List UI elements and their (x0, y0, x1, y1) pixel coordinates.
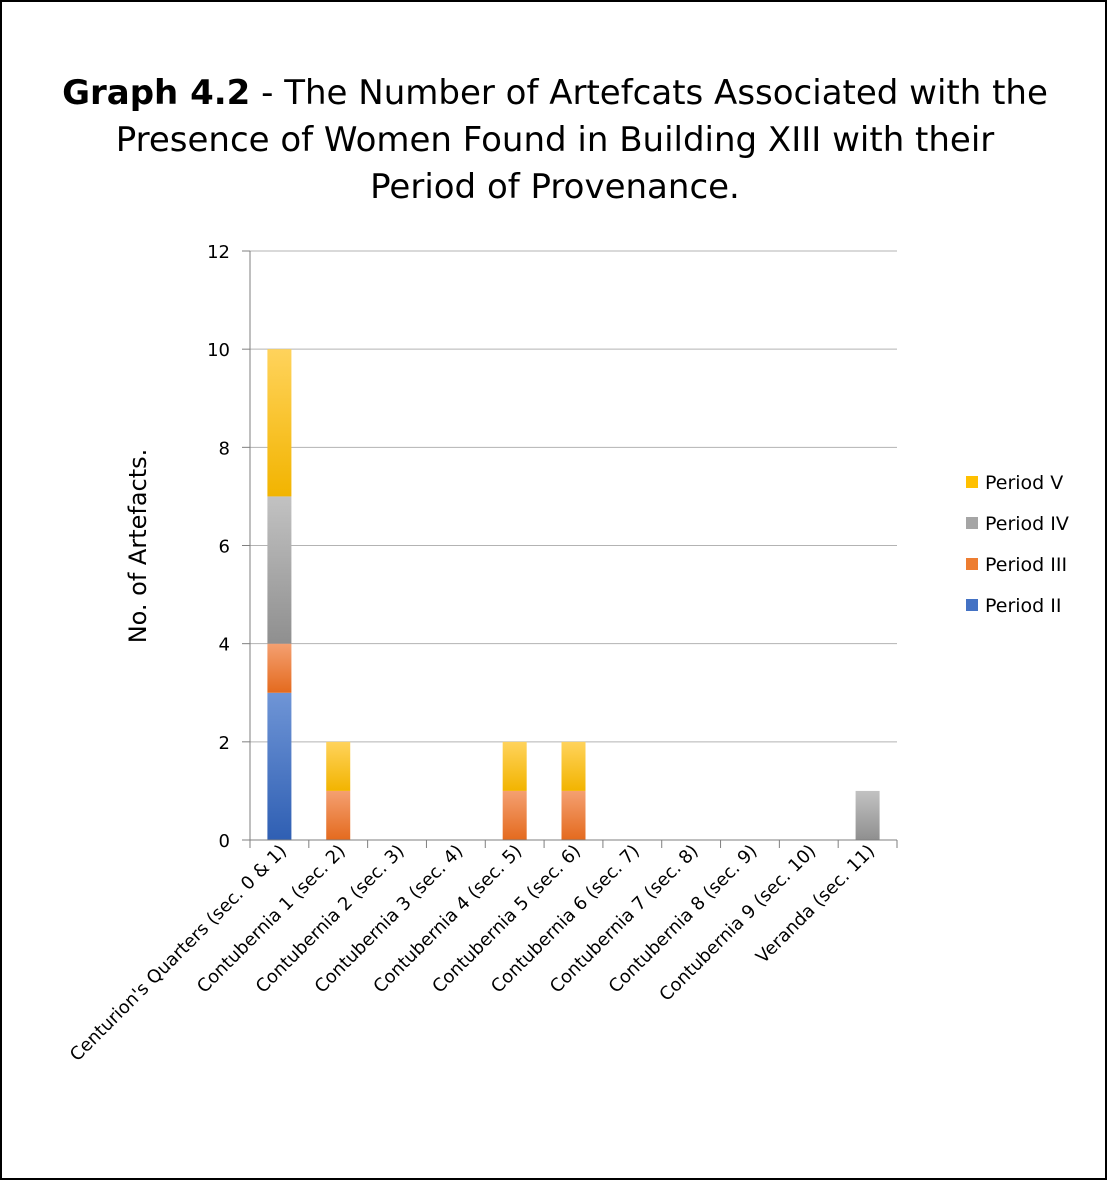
y-axis-label: No. of Artefacts. (124, 449, 152, 644)
bar-segment-period-iii (561, 790, 586, 840)
bar-segment-period-iii (326, 790, 351, 840)
legend-label: Period V (985, 472, 1063, 494)
legend-swatch (966, 517, 978, 529)
bar-segment-period-iv (855, 790, 880, 840)
bar-segment-period-v (267, 349, 292, 497)
bar-segment-period-v (326, 741, 351, 791)
bar-segment-period-ii (267, 692, 292, 840)
x-tick-label: Centurion's Quarters (sec. 0 & 1) (66, 841, 291, 1066)
chart-title-bold: Graph 4.2 (62, 73, 251, 113)
axes-group: 0 2 4 6 8 10 12 Centurion's Quarters (sec. 0 & … (66, 242, 898, 1066)
bar-segment-period-iv (267, 496, 292, 644)
y-tick-label: 8 (219, 438, 230, 459)
chart-title-text: - The Number of Artefcats Associated wit… (115, 73, 1048, 207)
y-tick-label: 2 (219, 733, 230, 754)
bar-segment-period-iii (502, 790, 527, 840)
gridlines (250, 250, 897, 743)
chart-title: Graph 4.2 - The Number of Artefcats Asso… (60, 70, 1050, 211)
bar-segment-period-v (502, 741, 527, 791)
legend-swatch (966, 558, 978, 570)
legend-label: Period IV (985, 513, 1069, 535)
legend-label: Period III (985, 554, 1067, 576)
legend-swatch (966, 476, 978, 488)
y-tick-label: 6 (219, 537, 230, 558)
legend-label: Period II (985, 595, 1062, 617)
legend: Period V Period IV Period III Period II (966, 472, 1069, 617)
bars-group (267, 349, 880, 840)
bar-segment-period-v (561, 741, 586, 791)
bar-segment-period-iii (267, 643, 292, 693)
y-tick-label: 4 (219, 635, 230, 656)
y-tick-label: 0 (219, 831, 230, 852)
y-tick-label: 10 (207, 340, 230, 361)
y-tick-label: 12 (207, 242, 230, 263)
legend-swatch (966, 599, 978, 611)
